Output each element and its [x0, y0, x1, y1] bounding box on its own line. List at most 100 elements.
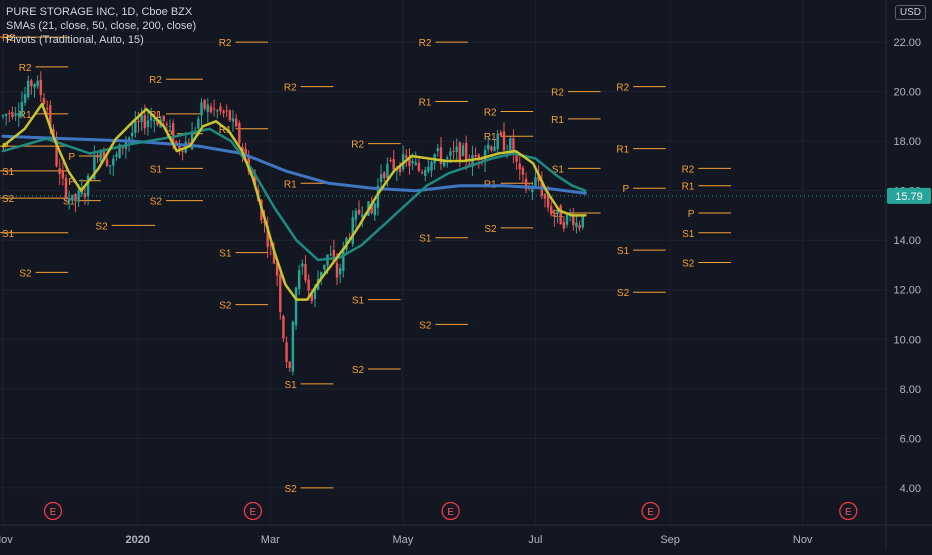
candle-body	[376, 185, 380, 208]
candle-body	[436, 148, 440, 152]
candle-body	[323, 264, 326, 270]
pivot-label: R2	[284, 83, 297, 94]
candle-body	[269, 244, 273, 246]
candle-body	[77, 190, 80, 202]
candle-body	[71, 194, 74, 201]
candle-body	[332, 250, 336, 262]
pivot-label: S1	[284, 380, 297, 391]
candle-body	[99, 151, 102, 162]
candle-body	[301, 263, 304, 267]
currency-button[interactable]: USD	[894, 5, 926, 20]
candle-body	[206, 104, 210, 112]
pivot-label: R1	[284, 179, 297, 190]
candle-body	[149, 117, 153, 121]
last-price-label: 15.79	[895, 191, 923, 203]
earnings-marker[interactable]	[243, 501, 263, 521]
candle-body	[49, 105, 52, 129]
candle-body	[238, 123, 241, 144]
candle-body	[121, 146, 124, 149]
sma-indicator-label[interactable]: SMAs (21, close, 50, close, 200, close)	[6, 20, 197, 32]
candle-body	[455, 146, 458, 152]
candle-body	[360, 214, 364, 218]
candle-body	[446, 157, 449, 159]
pivot-label: R2	[682, 164, 695, 175]
candle-body	[134, 120, 137, 133]
y-tick-label: 14.00	[893, 235, 921, 247]
candle-body	[241, 147, 244, 152]
candle-body	[67, 198, 71, 202]
y-tick-label: 22.00	[893, 37, 921, 49]
candle-body	[291, 321, 295, 372]
candle-body	[424, 169, 427, 176]
candle-body	[335, 263, 339, 278]
candle-body	[411, 160, 414, 164]
candle-body	[190, 131, 194, 150]
pivot-label: S2	[484, 224, 497, 235]
candle-body	[310, 294, 313, 302]
candle-body	[483, 149, 487, 162]
candle-body	[212, 108, 216, 110]
candle-body	[156, 118, 159, 125]
pivot-label: S2	[219, 301, 232, 312]
pivot-label: S2	[2, 194, 15, 205]
candle-body	[524, 178, 528, 190]
candle-body	[468, 163, 471, 165]
candle-body	[499, 132, 503, 136]
y-tick-label: 20.00	[893, 87, 921, 99]
candle-body	[572, 216, 575, 226]
pivot-label: R2	[484, 107, 497, 118]
pivot-label: R2	[2, 33, 15, 44]
pivot-label: S1	[352, 296, 365, 307]
candle-body	[474, 155, 477, 157]
candle-body	[45, 107, 49, 110]
candle-body	[546, 195, 550, 208]
candle-body	[146, 120, 150, 127]
candle-body	[178, 144, 181, 150]
candle-body	[108, 165, 112, 167]
candle-body	[171, 123, 175, 145]
candle-body	[518, 163, 521, 170]
chart-legend: PURE STORAGE INC, 1D, Cboe BZX SMAs (21,…	[6, 5, 196, 47]
candle-body	[253, 174, 257, 186]
candle-body	[354, 210, 358, 220]
x-tick-label: Mar	[261, 534, 280, 546]
earnings-marker[interactable]	[641, 501, 660, 521]
candle-body	[14, 113, 17, 116]
candle-body	[20, 102, 24, 117]
candle-body	[23, 94, 27, 103]
pivots-indicator-label[interactable]: Pivots (Traditional, Auto, 15)	[6, 34, 144, 46]
pivot-label: R2	[616, 83, 629, 94]
pivot-label: S1	[2, 167, 15, 178]
candle-body	[225, 110, 228, 112]
candle-body	[304, 263, 307, 281]
pivot-label: S1	[617, 246, 630, 257]
pivot-label: S1	[552, 164, 565, 175]
candle-body	[33, 83, 36, 88]
pivot-label: S2	[95, 221, 108, 232]
candle-body	[118, 144, 121, 159]
candle-body	[39, 79, 43, 95]
candle-body	[17, 112, 20, 117]
candle-body	[556, 209, 559, 215]
earnings-marker[interactable]	[43, 501, 63, 521]
candle-body	[275, 262, 279, 276]
y-tick-label: 12.00	[893, 285, 921, 297]
pivot-label: S2	[19, 268, 32, 279]
candle-body	[228, 110, 232, 121]
earnings-marker[interactable]	[839, 501, 858, 521]
candle-body	[408, 157, 411, 167]
pivot-label: S2	[150, 197, 163, 208]
candle-body	[222, 110, 225, 114]
earnings-marker[interactable]	[441, 501, 460, 521]
candle-body	[130, 132, 134, 137]
x-tick-label: 2020	[125, 534, 149, 546]
candle-body	[342, 248, 345, 272]
candle-body	[420, 172, 424, 174]
candle-body	[197, 118, 200, 129]
candle-body	[58, 168, 61, 175]
candle-body	[36, 80, 39, 87]
candle-body	[165, 123, 169, 125]
candle-body	[30, 80, 33, 87]
